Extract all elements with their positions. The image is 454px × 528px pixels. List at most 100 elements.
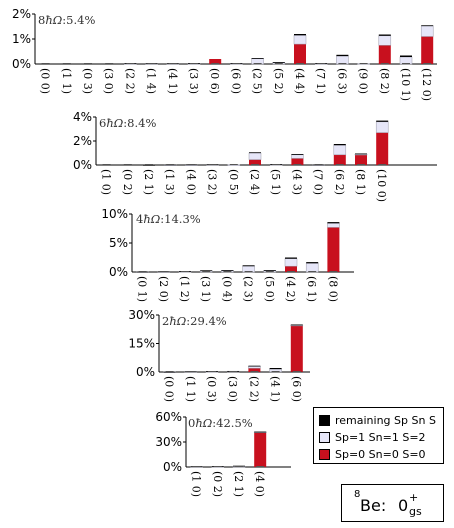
x-tick-label: (10 1) xyxy=(399,68,412,101)
x-tick-label: (5 0) xyxy=(263,276,276,302)
y-tick-label: 15% xyxy=(128,337,155,351)
y-tick-label: 2% xyxy=(73,134,92,148)
x-tick-label: (0 3) xyxy=(205,376,218,402)
bar-sp0sn0 xyxy=(355,154,367,165)
x-tick-label: (4 4) xyxy=(293,68,306,94)
x-tick-label: (7 1) xyxy=(314,68,327,94)
bar-remaining xyxy=(248,365,261,367)
bar-sp1sn1 xyxy=(305,263,319,273)
bar-remaining xyxy=(221,270,234,271)
legend-label-sp1sn1: Sp=1 Sn=1 S=2 xyxy=(335,431,426,444)
x-tick-label: (0 1) xyxy=(136,276,149,302)
y-tick-label: 2% xyxy=(12,7,31,21)
x-tick-label: (6 0) xyxy=(229,68,242,94)
bar-sp1sn1 xyxy=(336,55,349,65)
panel-title: 6ħΩ:8.4% xyxy=(99,116,156,130)
bar-sp0sn0 xyxy=(333,154,346,165)
state-subscript: gs xyxy=(409,505,422,518)
panel-title: 4ħΩ:14.3% xyxy=(136,212,201,226)
x-tick-label: (4 0) xyxy=(253,471,266,497)
bar-remaining xyxy=(272,62,285,63)
bar-remaining xyxy=(200,270,213,272)
x-tick-label: (0 4) xyxy=(220,276,233,302)
y-tick-label: 1% xyxy=(12,32,31,46)
x-tick-label: (8 1) xyxy=(354,169,367,195)
bar-sp1sn1 xyxy=(248,366,261,369)
bar-remaining xyxy=(333,144,346,146)
x-tick-label: (0 0) xyxy=(163,376,176,402)
x-tick-label: (4 1) xyxy=(166,68,179,94)
y-tick-label: 10% xyxy=(101,207,128,221)
x-tick-label: (0 3) xyxy=(81,68,94,94)
mass-number: 8 xyxy=(354,489,361,500)
legend-label-sp0sn0: Sp=0 Sn=0 S=0 xyxy=(335,448,426,461)
x-tick-label: (1 0) xyxy=(100,169,113,195)
bar-sp0sn0 xyxy=(285,266,297,272)
legend-swatch-sp1sn1 xyxy=(319,432,330,443)
x-tick-label: (4 1) xyxy=(269,376,282,402)
x-tick-label: (6 2) xyxy=(333,169,346,195)
state-parity: + xyxy=(409,491,419,504)
x-tick-label: (2 2) xyxy=(123,68,136,94)
nucleus-state-label: 8 Be: 0 + gs xyxy=(341,484,444,522)
x-tick-label: (9 0) xyxy=(357,68,370,94)
x-tick-label: (12 0) xyxy=(420,68,433,101)
x-tick-label: (4 3) xyxy=(290,169,303,195)
element-symbol: Be: xyxy=(360,496,387,515)
x-tick-label: (5 1) xyxy=(269,169,282,195)
panel-title: 8ħΩ:5.4% xyxy=(38,13,95,27)
bar-sp0sn0 xyxy=(421,36,434,64)
bar-sp1sn1 xyxy=(284,258,298,267)
panel-title: 0ħΩ:42.5% xyxy=(188,416,253,430)
x-tick-label: (2 2) xyxy=(247,376,260,402)
bar-sp1sn1 xyxy=(333,144,347,156)
bar-remaining xyxy=(355,153,367,155)
y-tick-label: 0% xyxy=(109,265,128,279)
x-tick-label: (6 0) xyxy=(290,376,303,402)
x-tick-label: (4 2) xyxy=(284,276,297,302)
y-tick-label: 0% xyxy=(136,365,155,379)
bar-remaining xyxy=(327,222,340,224)
bar-remaining xyxy=(163,371,176,373)
x-tick-label: (4 0) xyxy=(184,169,197,195)
x-tick-label: (2 1) xyxy=(142,169,155,195)
bar-remaining xyxy=(269,368,282,370)
x-tick-label: (6 3) xyxy=(335,68,348,94)
bar-sp0sn0 xyxy=(376,132,389,165)
x-tick-label: (3 1) xyxy=(199,276,212,302)
bar-remaining xyxy=(254,431,267,433)
x-tick-label: (1 4) xyxy=(145,68,158,94)
bar-remaining xyxy=(242,265,255,267)
bar-sp1sn1 xyxy=(399,56,413,65)
x-tick-label: (5 2) xyxy=(272,68,285,94)
bar-sp0sn0 xyxy=(290,325,303,372)
x-tick-label: (0 2) xyxy=(121,169,134,195)
bar-sp0sn0 xyxy=(378,45,391,65)
x-tick-label: (0 0) xyxy=(39,68,52,94)
x-tick-label: (6 1) xyxy=(305,276,318,302)
x-tick-label: (7 0) xyxy=(312,169,325,195)
bar-sp1sn1 xyxy=(327,223,340,228)
y-tick-label: 30% xyxy=(155,435,182,449)
bar-remaining xyxy=(294,34,306,36)
x-tick-label: (2 5) xyxy=(251,68,264,94)
bar-sp0sn0 xyxy=(249,159,261,165)
x-tick-label: (2 4) xyxy=(248,169,261,195)
x-tick-label: (3 3) xyxy=(187,68,200,94)
x-tick-label: (2 0) xyxy=(157,276,170,302)
y-tick-label: 0% xyxy=(12,57,31,71)
x-tick-label: (2 3) xyxy=(242,276,255,302)
x-tick-label: (0 6) xyxy=(208,68,221,94)
bar-sp1sn1 xyxy=(293,35,307,45)
bar-remaining xyxy=(143,164,155,166)
bar-remaining xyxy=(290,324,303,326)
bar-sp1sn1 xyxy=(375,121,389,133)
x-tick-label: (1 0) xyxy=(190,471,203,497)
x-tick-label: (8 2) xyxy=(378,68,391,94)
bar-sp1sn1 xyxy=(420,25,434,37)
bar-remaining xyxy=(251,58,264,59)
x-tick-label: (3 2) xyxy=(206,169,219,195)
legend-swatch-sp0sn0 xyxy=(319,449,330,460)
bar-remaining xyxy=(306,262,319,264)
